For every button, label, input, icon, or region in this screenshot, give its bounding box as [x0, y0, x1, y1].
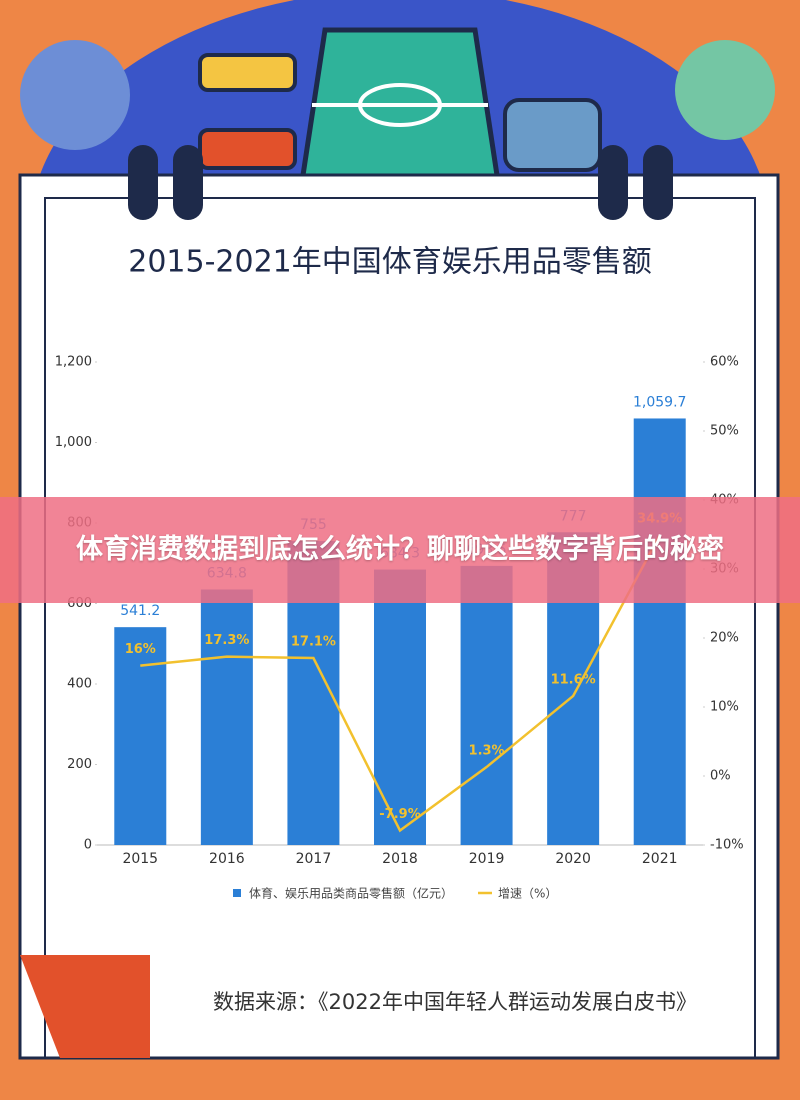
y2-tick-label: 10% [710, 700, 739, 715]
legend-swatch [233, 889, 241, 897]
x-tick-label: 2019 [469, 851, 505, 867]
source-note: 数据来源：《2022年中国年轻人群运动发展白皮书》 [213, 990, 697, 1014]
bar [460, 565, 513, 845]
y-tick-label: 400 [67, 677, 92, 692]
y2-tick-label: 0% [710, 769, 731, 784]
line-value-label: 11.6% [551, 672, 596, 687]
y2-tick-label: 60% [710, 355, 739, 370]
bar [374, 569, 426, 845]
line-value-label: 17.1% [291, 635, 336, 650]
x-tick-label: 2017 [296, 851, 332, 867]
y-tick-label: 0 [84, 838, 92, 853]
y2-tick-label: 50% [710, 424, 739, 439]
y2-tick-label: -10% [710, 838, 744, 853]
line-value-label: 16% [125, 642, 156, 657]
line-value-label: 1.3% [469, 744, 505, 759]
headline-banner: 体育消费数据到底怎么统计？聊聊这些数字背后的秘密 [0, 497, 800, 603]
y-tick-label: 1,200 [55, 355, 92, 370]
y-tick-label: 1,000 [55, 435, 92, 450]
chart-title: 2015-2021年中国体育娱乐用品零售额 [128, 245, 652, 280]
bar-value-label: 1,059.7 [633, 394, 686, 410]
y-tick-label: 200 [67, 757, 92, 772]
x-tick-label: 2015 [122, 851, 158, 867]
bar [114, 627, 167, 845]
x-tick-label: 2020 [555, 851, 591, 867]
x-tick-label: 2021 [642, 851, 678, 867]
bar [200, 589, 253, 845]
line-value-label: -7.9% [379, 807, 420, 822]
bar [633, 418, 686, 845]
headline: 体育消费数据到底怎么统计？聊聊这些数字背后的秘密 [76, 534, 724, 565]
x-tick-label: 2016 [209, 851, 245, 867]
legend-label: 体育、娱乐用品类商品零售额（亿元） [249, 886, 453, 901]
line-value-label: 17.3% [204, 633, 249, 648]
legend-label: 增速（%） [498, 887, 557, 901]
x-tick-label: 2018 [382, 851, 418, 867]
bar-value-label: 541.2 [120, 603, 160, 619]
growth-line [140, 534, 661, 833]
y2-tick-label: 20% [710, 631, 739, 646]
